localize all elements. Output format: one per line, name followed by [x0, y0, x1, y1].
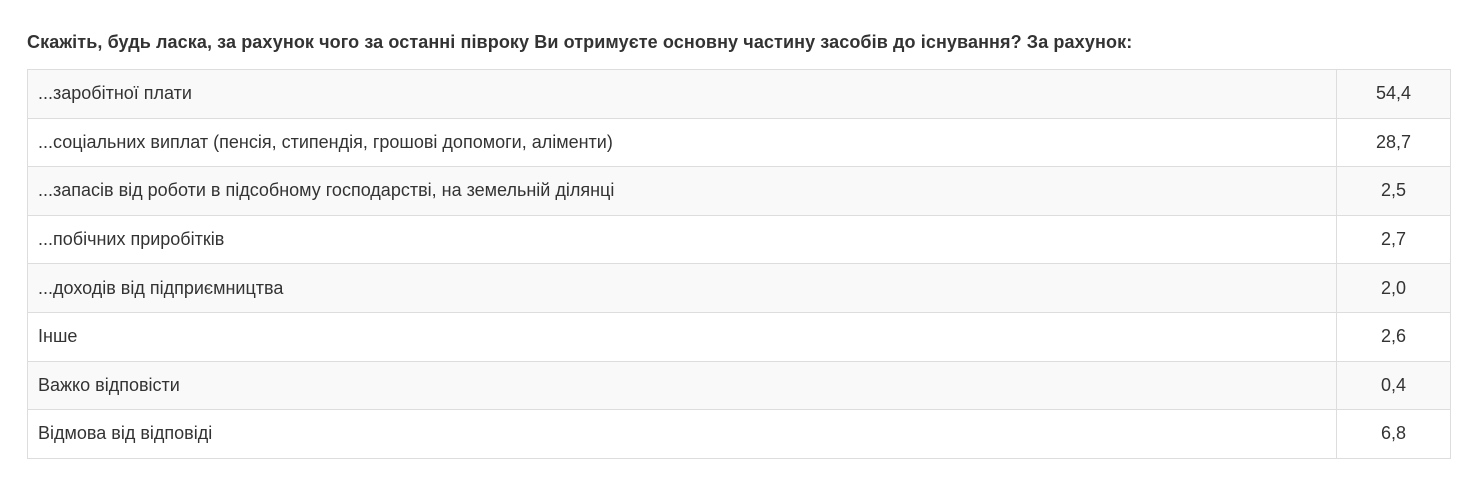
table-row: Важко відповісти 0,4 — [27, 360, 1451, 411]
answer-value: 6,8 — [1336, 409, 1451, 459]
table-row: ...соціальних виплат (пенсія, стипендія,… — [27, 117, 1451, 168]
answer-label: Інше — [27, 311, 1337, 362]
table-row: ...побічних приробітків 2,7 — [27, 214, 1451, 265]
answer-value: 2,5 — [1336, 166, 1451, 216]
answer-label: ...доходів від підприємництва — [27, 263, 1337, 313]
table-row: ...заробітної плати 54,4 — [27, 69, 1451, 119]
answer-label: ...запасів від роботи в підсобному госпо… — [27, 166, 1337, 216]
table-row: Відмова від відповіді 6,8 — [27, 409, 1451, 459]
answer-value: 54,4 — [1336, 69, 1451, 119]
answer-label: ...соціальних виплат (пенсія, стипендія,… — [27, 117, 1337, 168]
table-row: Інше 2,6 — [27, 311, 1451, 362]
answer-value: 0,4 — [1336, 360, 1451, 411]
answer-label: Відмова від відповіді — [27, 409, 1337, 459]
answer-label: ...побічних приробітків — [27, 214, 1337, 265]
results-table: ...заробітної плати 54,4 ...соціальних вип… — [27, 69, 1451, 459]
answer-value: 28,7 — [1336, 117, 1451, 168]
answer-value: 2,6 — [1336, 311, 1451, 362]
answer-value: 2,7 — [1336, 214, 1451, 265]
table-row: ...доходів від підприємництва 2,0 — [27, 263, 1451, 313]
table-row: ...запасів від роботи в підсобному госпо… — [27, 166, 1451, 216]
answer-label: Важко відповісти — [27, 360, 1337, 411]
answer-value: 2,0 — [1336, 263, 1451, 313]
question-title: Скажіть, будь ласка, за рахунок чого за … — [27, 32, 1133, 52]
answer-label: ...заробітної плати — [27, 69, 1337, 119]
